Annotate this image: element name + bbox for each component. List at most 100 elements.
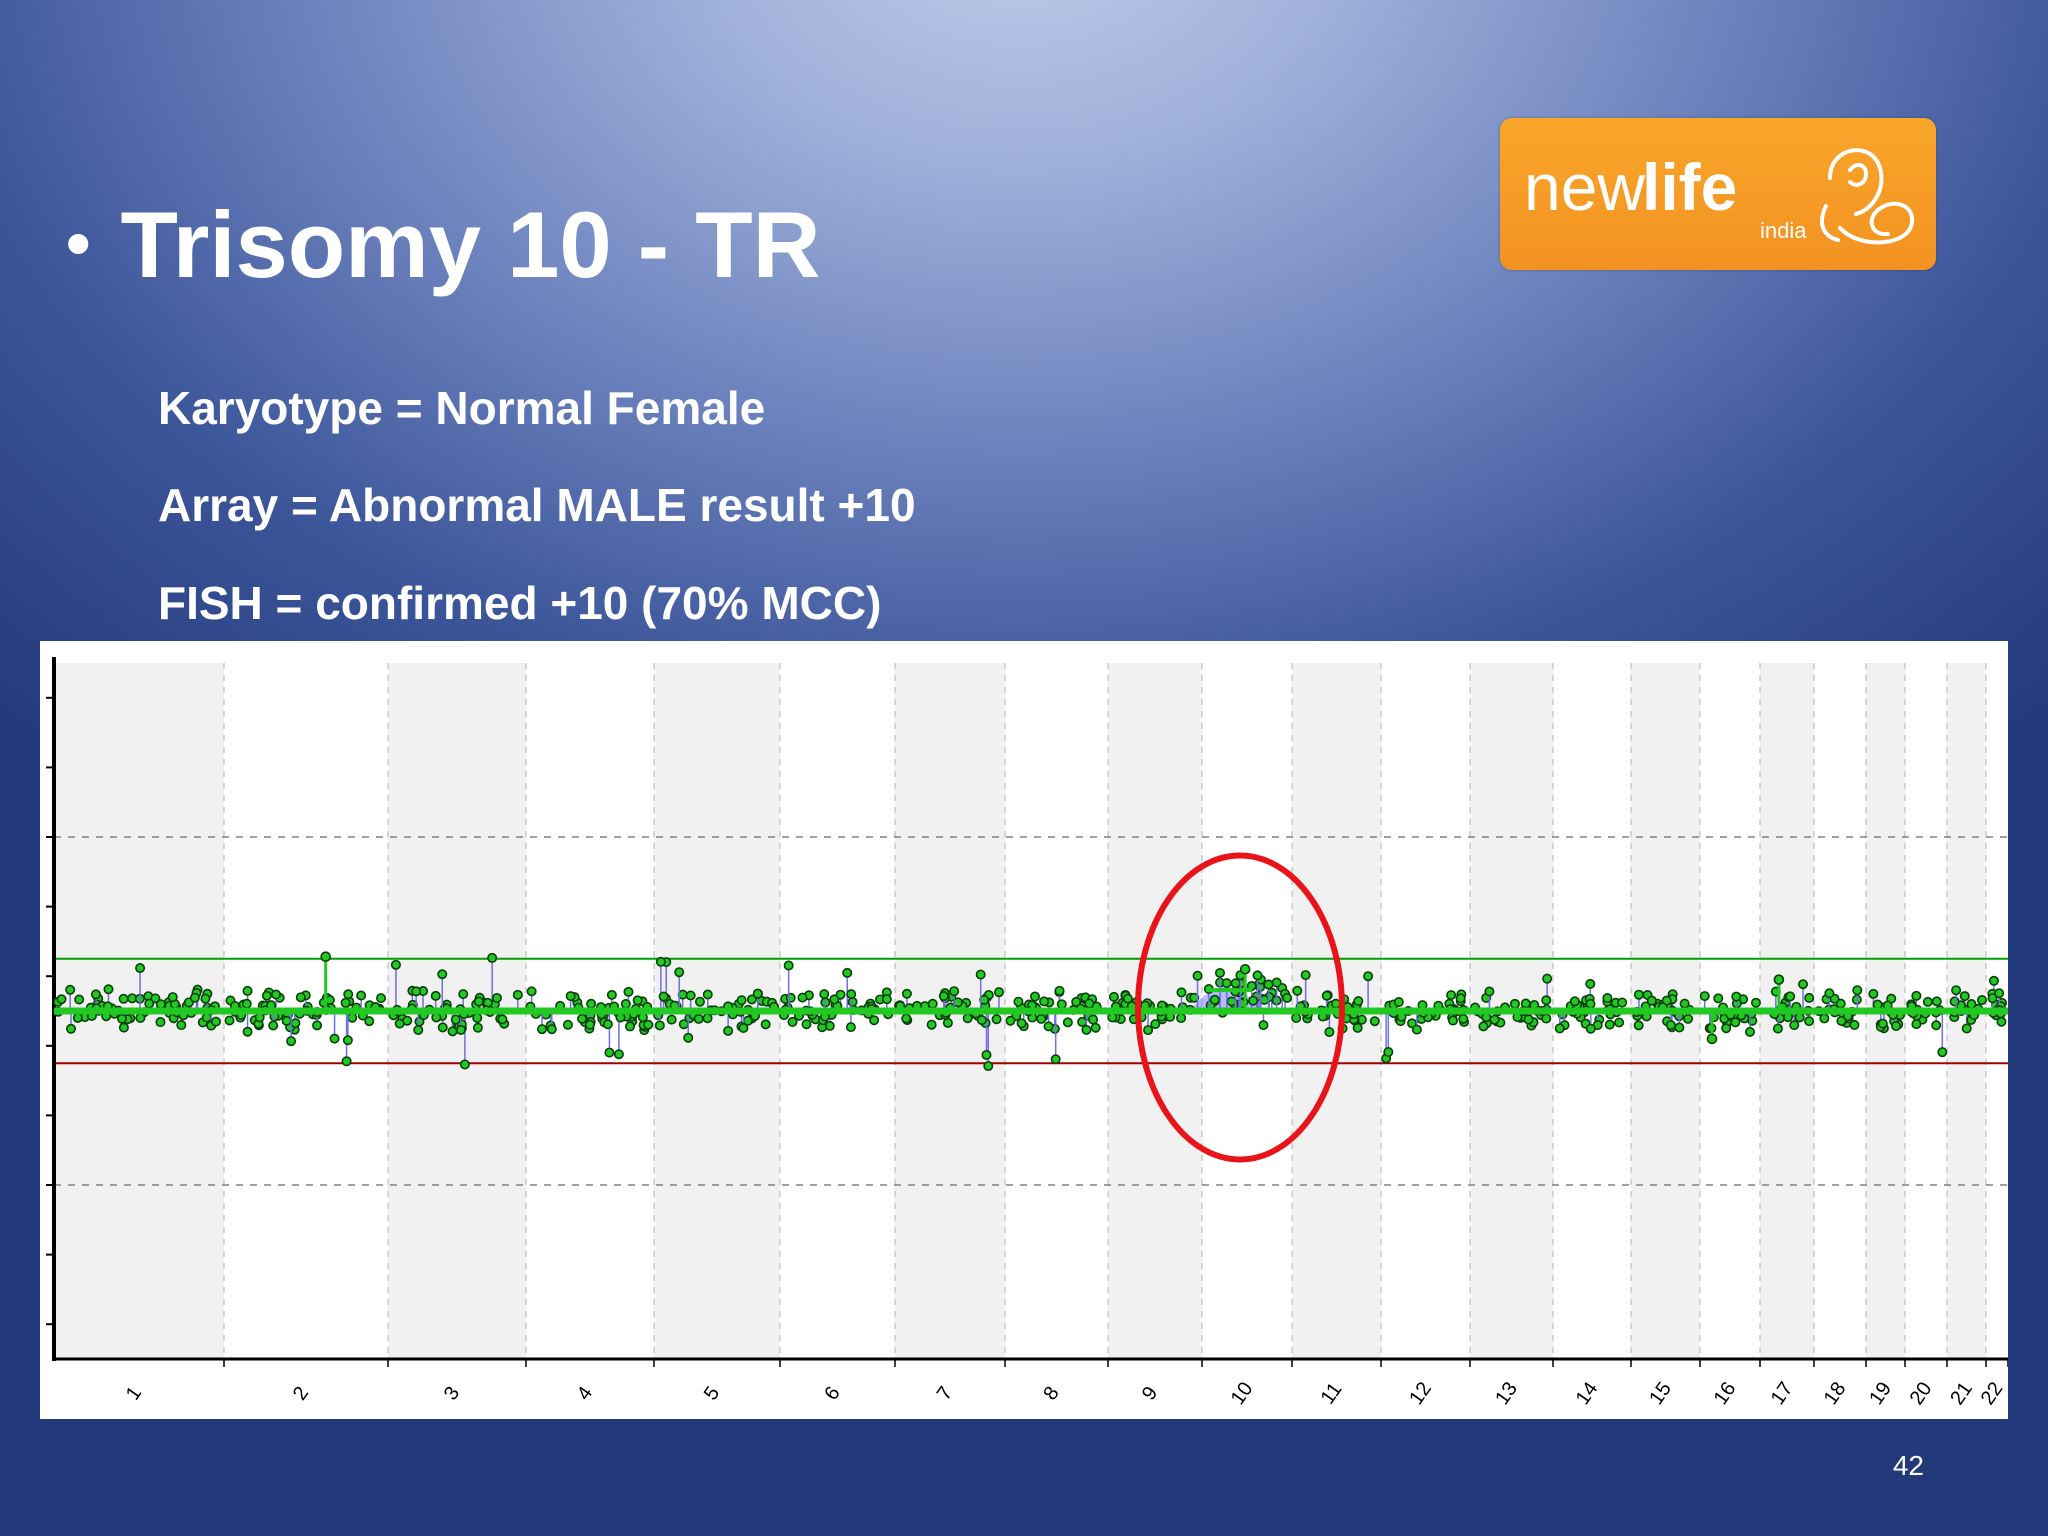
- data-point: [1447, 1015, 1458, 1026]
- data-point: [268, 1020, 279, 1031]
- data-point: [1617, 997, 1628, 1008]
- data-point: [1523, 1014, 1534, 1025]
- data-point: [1411, 1024, 1422, 1035]
- data-point: [1602, 993, 1613, 1004]
- outlier-point: [1239, 963, 1251, 975]
- x-tick-label: 6: [820, 1383, 844, 1405]
- karyotype-line: Karyotype = Normal Female: [158, 382, 766, 434]
- chart-canvas: 1 2 3 4 5 6 7 8 9 10 11 12 13 14 15 16 17 18 19 20 21 22: [46, 657, 2008, 1409]
- data-point: [1176, 1013, 1187, 1024]
- data-point: [413, 1024, 424, 1035]
- data-point: [736, 995, 747, 1006]
- data-point: [271, 989, 282, 1000]
- x-tick-label: 12: [1405, 1378, 1436, 1409]
- data-point: [1189, 992, 1200, 1003]
- x-tick-label: 4: [573, 1383, 597, 1405]
- data-point: [1604, 1019, 1615, 1030]
- data-point: [1911, 990, 1922, 1001]
- data-point: [1455, 993, 1466, 1004]
- data-point: [290, 1018, 301, 1029]
- data-point: [949, 986, 960, 997]
- data-point: [845, 1022, 856, 1033]
- data-point: [135, 963, 146, 974]
- data-point: [881, 994, 892, 1005]
- data-point: [1542, 973, 1553, 984]
- data-point: [658, 991, 669, 1002]
- data-point: [1713, 993, 1724, 1004]
- data-point: [1214, 967, 1225, 978]
- data-point: [72, 1012, 83, 1023]
- data-point: [752, 988, 763, 999]
- data-point: [1383, 1047, 1394, 1058]
- data-point: [702, 989, 713, 1000]
- data-point: [819, 989, 830, 1000]
- data-point: [56, 994, 67, 1005]
- data-point: [738, 1023, 749, 1034]
- data-point: [787, 1016, 798, 1027]
- data-point: [606, 989, 617, 1000]
- data-point: [1731, 991, 1742, 1002]
- data-point: [241, 998, 252, 1009]
- data-point: [526, 986, 537, 997]
- data-point: [1122, 993, 1133, 1004]
- data-point: [437, 969, 448, 980]
- data-point: [746, 994, 757, 1005]
- data-point: [683, 1032, 694, 1043]
- data-point: [1039, 996, 1050, 1007]
- data-point: [356, 990, 367, 1001]
- data-point: [135, 1012, 146, 1023]
- data-point: [1090, 1022, 1101, 1033]
- data-point: [1016, 1018, 1027, 1029]
- data-point: [976, 1015, 987, 1026]
- data-point: [1484, 986, 1495, 997]
- data-point: [1088, 1014, 1099, 1025]
- data-point: [1143, 1025, 1154, 1036]
- x-tick-label: 19: [1865, 1378, 1896, 1409]
- x-tick-label: 22: [1977, 1378, 2008, 1409]
- data-point: [537, 1024, 548, 1035]
- data-point: [1961, 1023, 1972, 1034]
- data-point: [1324, 1027, 1335, 1038]
- data-point: [1646, 995, 1657, 1006]
- data-point: [1730, 1017, 1741, 1028]
- data-point: [1868, 988, 1879, 999]
- data-point: [584, 1019, 595, 1030]
- x-tick-label: 2: [289, 1383, 313, 1405]
- data-point: [942, 1017, 953, 1028]
- data-point: [1665, 1020, 1676, 1031]
- data-point: [1585, 1023, 1596, 1034]
- data-point: [694, 996, 705, 1007]
- data-point: [144, 998, 155, 1009]
- data-point: [693, 1013, 704, 1024]
- data-point: [458, 989, 469, 1000]
- data-point: [242, 985, 253, 996]
- data-point: [869, 1015, 880, 1026]
- data-point: [343, 989, 354, 1000]
- data-point: [1221, 978, 1232, 989]
- data-point: [1030, 991, 1041, 1002]
- page-number: 42: [1892, 1450, 1924, 1481]
- data-point: [1614, 1017, 1625, 1028]
- x-tick-label: 1: [122, 1383, 146, 1405]
- data-point: [1150, 1019, 1161, 1030]
- data-point: [1005, 1015, 1016, 1026]
- data-point: [643, 1019, 654, 1030]
- data-point: [1569, 996, 1580, 1007]
- data-point: [1852, 985, 1863, 996]
- data-point: [312, 1020, 323, 1031]
- data-point: [261, 990, 272, 1001]
- outlier-point: [1706, 1033, 1718, 1045]
- data-point: [491, 992, 502, 1003]
- data-point: [1554, 1023, 1565, 1034]
- outlier-point: [1773, 974, 1785, 985]
- x-tick-label: 8: [1039, 1383, 1063, 1405]
- data-point: [90, 989, 101, 1000]
- data-point: [329, 1033, 340, 1044]
- data-point: [760, 1019, 771, 1030]
- data-point: [615, 1012, 626, 1023]
- data-point: [1872, 999, 1883, 1010]
- data-point: [983, 1061, 994, 1072]
- x-tick-label: 5: [700, 1383, 724, 1405]
- data-point: [66, 1023, 77, 1034]
- data-point: [117, 1013, 128, 1024]
